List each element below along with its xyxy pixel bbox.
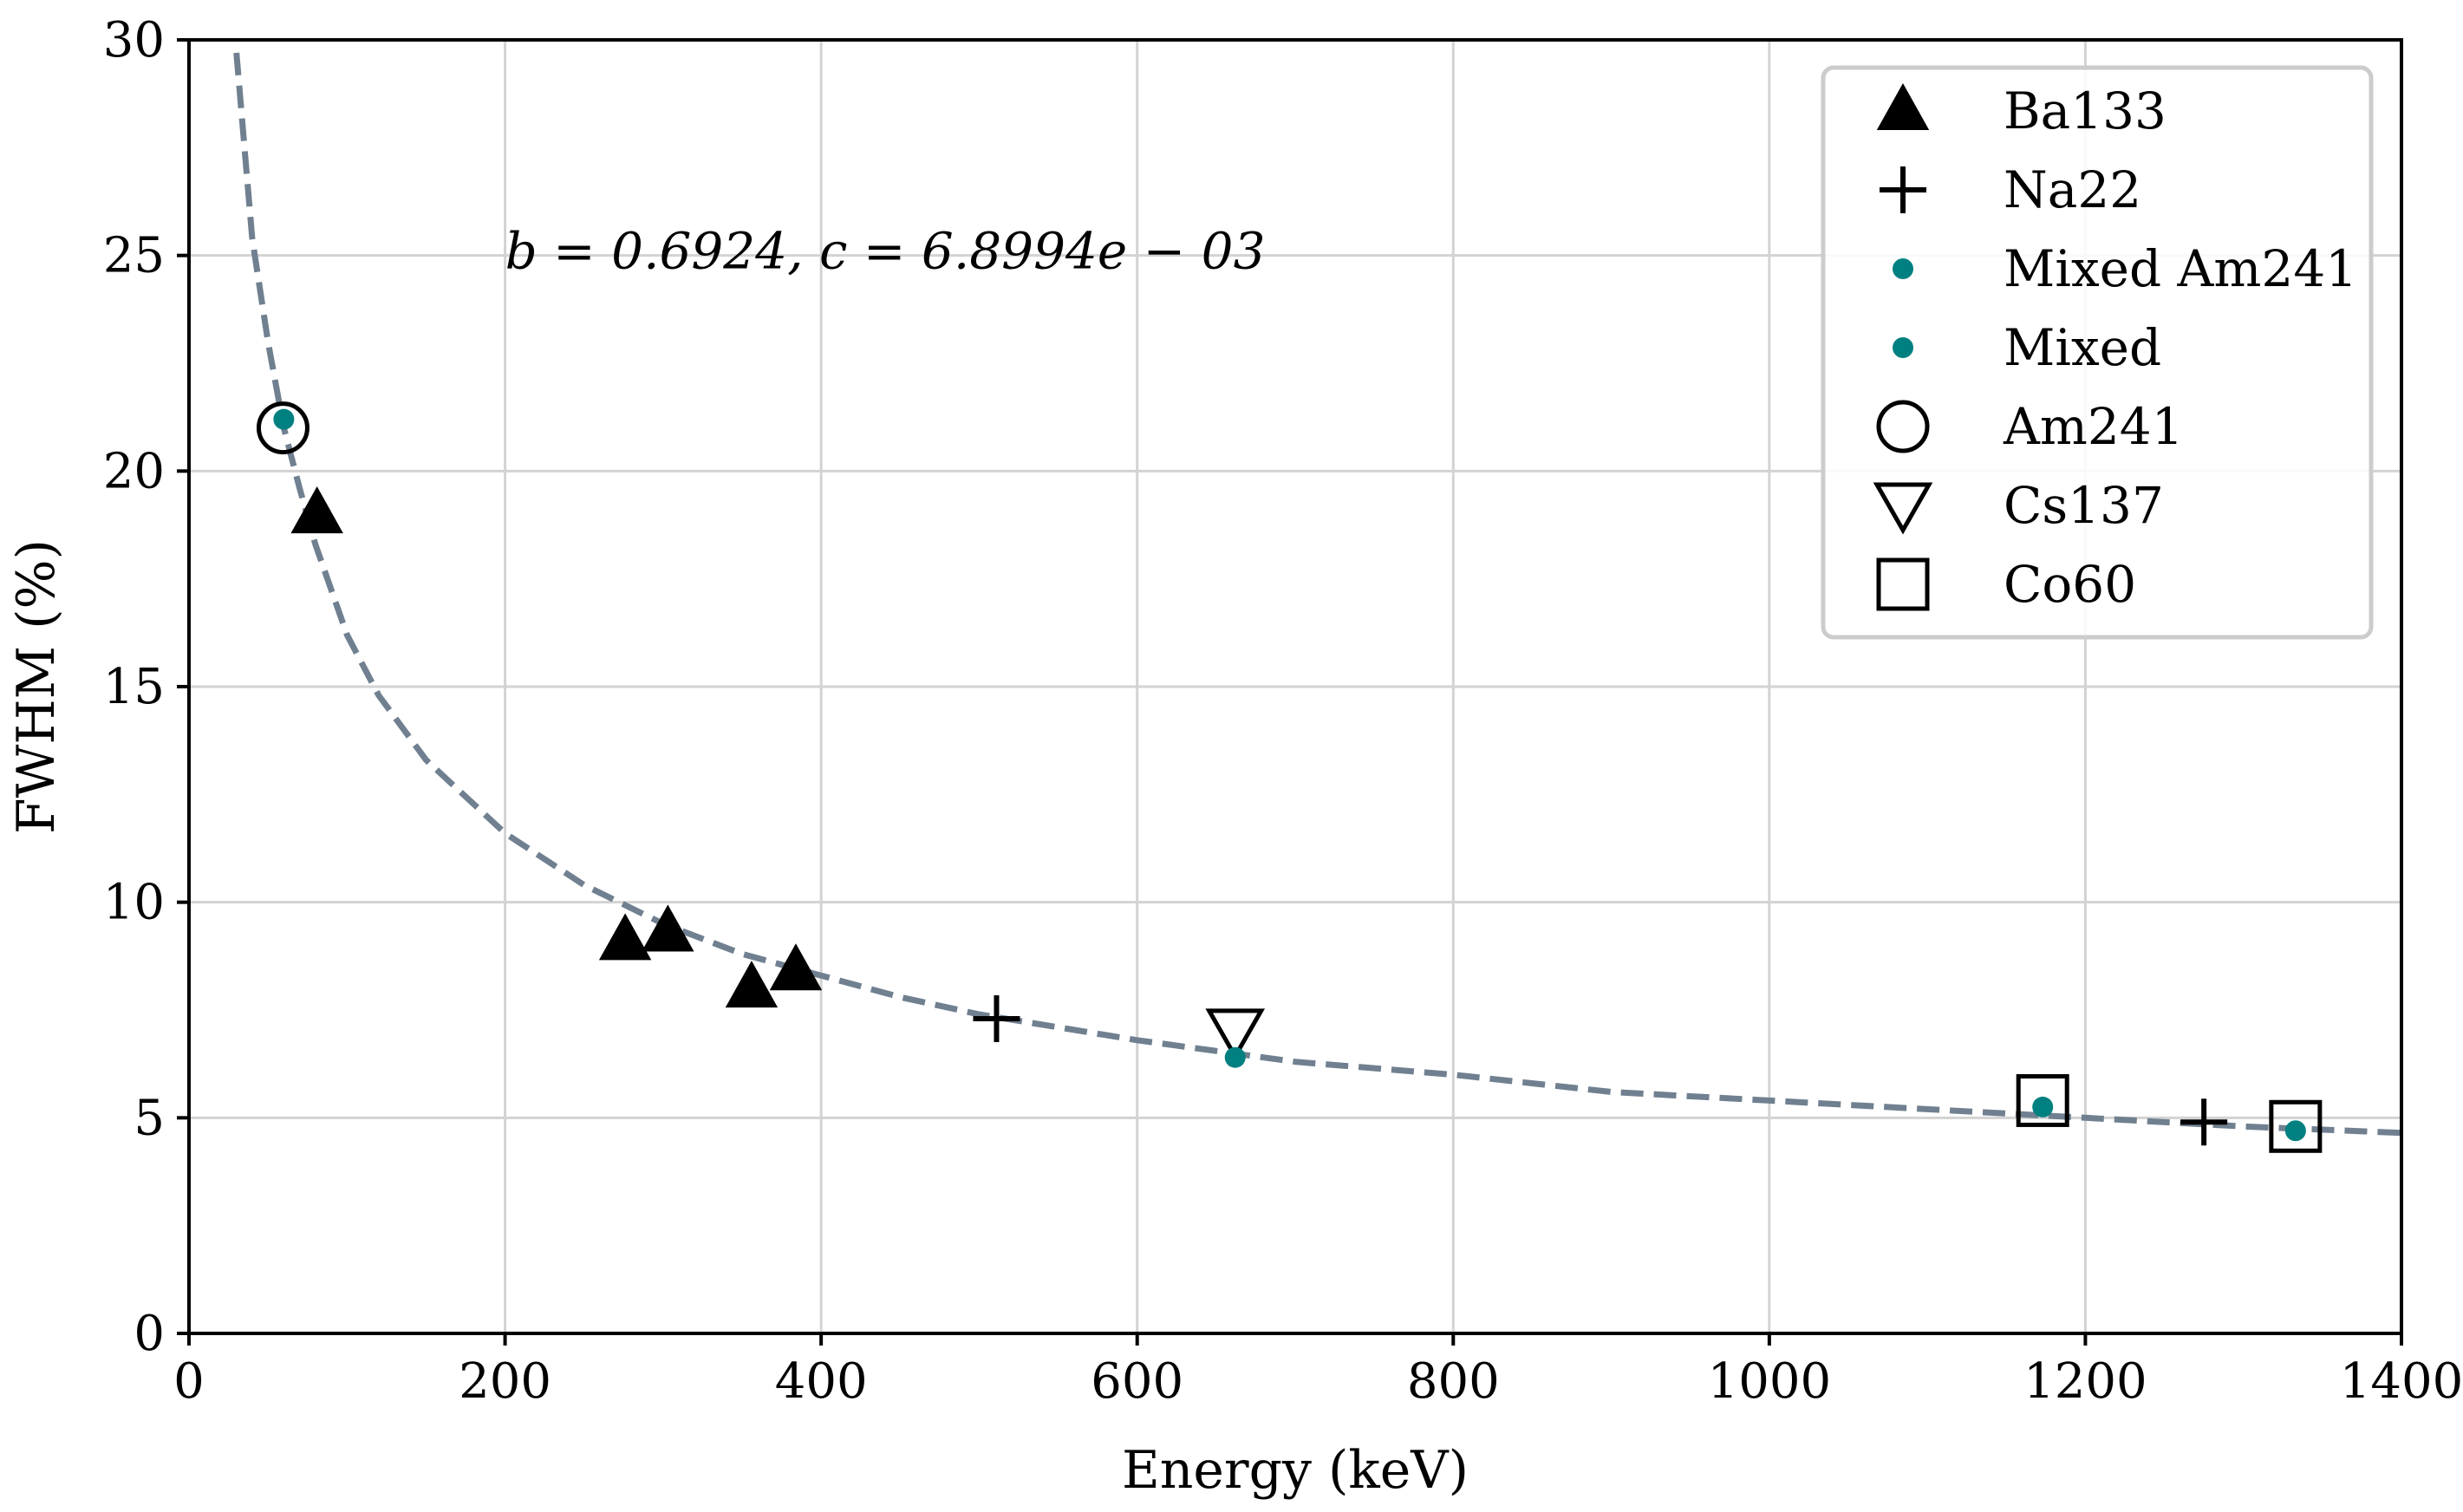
- na22-point: [2180, 1098, 2228, 1146]
- legend-marker-mixed-am241: [1893, 258, 1913, 279]
- co60-point: [2269, 1099, 2323, 1153]
- y-tick-label: 10: [103, 875, 165, 931]
- ba133-point: [725, 961, 779, 1008]
- axis-ticks: 0 200 400 600 800 1000 1200 1400 0 5 10 15 20 25 30: [103, 12, 2463, 1410]
- legend-label-cs137: Cs137: [2004, 476, 2164, 535]
- legend-marker-na22: [1880, 166, 1926, 213]
- x-tick-label: 1400: [2340, 1353, 2463, 1410]
- legend-label-am241: Am241: [2003, 397, 2184, 456]
- legend-marker-ba133: [1876, 82, 1930, 130]
- legend-label-na22: Na22: [2004, 160, 2141, 219]
- ba133-point: [598, 913, 652, 961]
- na22-point: [973, 994, 1020, 1042]
- legend: Ba133 Na22 Mixed Am241 Mixed Am241 Cs137 Co60: [1821, 65, 2374, 640]
- legend-box: [1821, 65, 2374, 640]
- x-tick-label: 1200: [2023, 1353, 2147, 1410]
- y-tick-label: 20: [103, 443, 165, 499]
- y-tick-label: 0: [134, 1306, 165, 1362]
- fit-curve: [233, 52, 2402, 1137]
- mixed-point: [1224, 1046, 1246, 1068]
- legend-label-ba133: Ba133: [2004, 81, 2167, 140]
- fit-parameters-annotation: b = 0.6924, c = 6.8994e − 03: [505, 222, 1266, 281]
- y-tick-label: 5: [134, 1090, 165, 1146]
- co60-point: [2016, 1073, 2069, 1127]
- y-tick-label: 30: [103, 12, 165, 68]
- mixed-point: [2032, 1096, 2054, 1118]
- x-tick-label: 600: [1091, 1353, 1183, 1410]
- mixed-point: [2284, 1120, 2306, 1142]
- legend-marker-co60: [1876, 557, 1930, 611]
- x-tick-label: 0: [173, 1353, 205, 1410]
- y-tick-label: 25: [103, 228, 165, 284]
- x-tick-label: 1000: [1708, 1353, 1832, 1410]
- x-tick-label: 800: [1407, 1353, 1500, 1410]
- legend-label-mixed-am241: Mixed Am241: [2004, 239, 2357, 298]
- data-markers: [256, 401, 2323, 1153]
- ba133-point: [769, 943, 823, 991]
- y-tick-label: 15: [103, 659, 165, 715]
- am241-point: [256, 401, 310, 455]
- legend-marker-mixed: [1893, 337, 1913, 358]
- y-axis-label: FWHM (%): [6, 539, 67, 834]
- x-tick-label: 400: [775, 1353, 868, 1410]
- x-tick-label: 200: [459, 1353, 551, 1410]
- mixed-am241-point: [273, 408, 295, 430]
- x-axis-label: Energy (keV): [1122, 1440, 1469, 1501]
- legend-label-co60: Co60: [2004, 555, 2136, 614]
- legend-marker-cs137: [1873, 482, 1933, 535]
- cs137-point: [1205, 1008, 1266, 1061]
- legend-label-mixed: Mixed: [2004, 318, 2161, 377]
- ba133-point: [642, 904, 694, 952]
- legend-marker-am241: [1876, 400, 1930, 453]
- ba133-point: [290, 486, 343, 534]
